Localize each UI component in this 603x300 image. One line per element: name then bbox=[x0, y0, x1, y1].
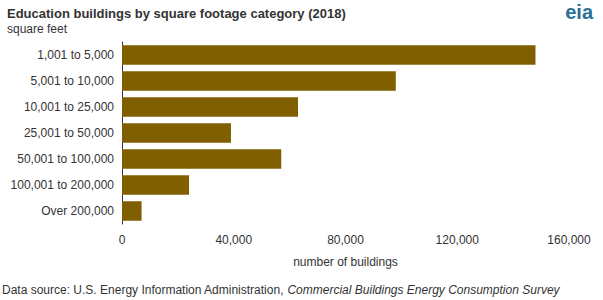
svg-text:Commercial Buildings Energy Co: Commercial Buildings Energy Consumption … bbox=[287, 283, 560, 297]
svg-text:1,001 to 5,000: 1,001 to 5,000 bbox=[37, 48, 114, 62]
svg-text:25,001 to 50,000: 25,001 to 50,000 bbox=[24, 126, 114, 140]
svg-text:50,001 to 100,000: 50,001 to 100,000 bbox=[17, 152, 114, 166]
svg-text:number of buildings: number of buildings bbox=[293, 255, 398, 269]
svg-text:160,000: 160,000 bbox=[547, 233, 591, 247]
svg-text:100,001 to 200,000: 100,001 to 200,000 bbox=[11, 178, 115, 192]
svg-text:10,001 to 25,000: 10,001 to 25,000 bbox=[24, 100, 114, 114]
svg-text:5,001 to 10,000: 5,001 to 10,000 bbox=[31, 74, 115, 88]
svg-text:Education buildings by square: Education buildings by square footage ca… bbox=[7, 6, 346, 21]
svg-text:0: 0 bbox=[119, 233, 126, 247]
svg-text:Over 200,000: Over 200,000 bbox=[41, 204, 114, 218]
svg-text:Data source: U.S. Energy Infor: Data source: U.S. Energy Information Adm… bbox=[2, 283, 287, 297]
svg-text:square feet: square feet bbox=[7, 22, 68, 36]
svg-text:80,000: 80,000 bbox=[327, 233, 364, 247]
svg-text:40,000: 40,000 bbox=[215, 233, 252, 247]
svg-text:120,000: 120,000 bbox=[436, 233, 480, 247]
svg-text:eia: eia bbox=[565, 1, 594, 23]
